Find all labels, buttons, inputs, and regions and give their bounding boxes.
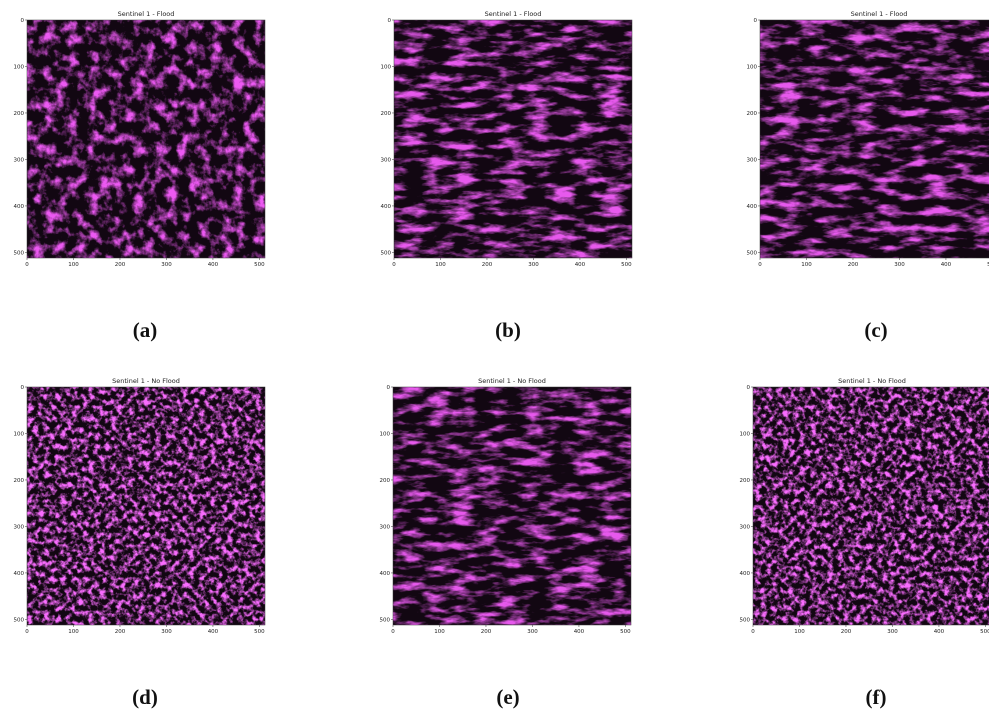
x-tick-label: 100 <box>68 629 79 635</box>
x-tick-label: 400 <box>941 262 952 268</box>
y-tick-label: 500 <box>740 617 751 623</box>
panel-title: Sentinel 1 - No Flood <box>478 377 546 385</box>
panel-title: Sentinel 1 - Flood <box>851 10 908 18</box>
figure: Sentinel 1 - Flood0100200300400500010020… <box>0 0 989 709</box>
x-tick-label: 0 <box>751 629 755 635</box>
y-tick-label: 200 <box>14 111 25 117</box>
y-tick-label: 300 <box>380 524 391 530</box>
x-tick-label: 200 <box>841 629 852 635</box>
sar-image <box>27 387 265 625</box>
panel-caption: (f) <box>866 685 887 709</box>
x-tick-label: 500 <box>980 629 989 635</box>
x-tick-label: 400 <box>934 629 945 635</box>
y-tick-label: 200 <box>14 478 25 484</box>
x-tick-label: 0 <box>391 629 395 635</box>
y-tick-label: 0 <box>388 18 392 24</box>
y-tick-label: 100 <box>740 431 751 437</box>
y-tick-label: 400 <box>14 204 25 210</box>
y-tick-label: 200 <box>380 478 391 484</box>
x-tick-label: 100 <box>434 629 445 635</box>
sar-image <box>753 387 989 625</box>
panel-caption: (c) <box>864 318 887 342</box>
x-tick-label: 300 <box>161 262 172 268</box>
y-tick-label: 500 <box>14 617 25 623</box>
y-tick-label: 400 <box>14 571 25 577</box>
x-tick-label: 500 <box>254 262 265 268</box>
sar-image <box>27 20 265 258</box>
x-tick-label: 100 <box>68 262 79 268</box>
y-tick-label: 200 <box>747 111 758 117</box>
x-tick-label: 300 <box>887 629 898 635</box>
x-tick-label: 0 <box>25 262 29 268</box>
y-tick-label: 300 <box>747 157 758 163</box>
y-tick-label: 500 <box>380 617 391 623</box>
y-tick-label: 500 <box>14 250 25 256</box>
page: Sentinel 1 - Flood0100200300400500010020… <box>0 0 989 709</box>
x-tick-label: 500 <box>621 262 632 268</box>
x-tick-label: 500 <box>620 629 631 635</box>
y-tick-label: 300 <box>740 524 751 530</box>
y-tick-label: 400 <box>381 204 392 210</box>
x-tick-label: 100 <box>801 262 812 268</box>
x-tick-label: 300 <box>528 262 539 268</box>
x-tick-label: 100 <box>435 262 446 268</box>
y-tick-label: 100 <box>381 64 392 70</box>
x-tick-label: 0 <box>758 262 762 268</box>
y-tick-label: 300 <box>14 524 25 530</box>
sar-image <box>393 387 631 625</box>
y-tick-label: 100 <box>380 431 391 437</box>
y-tick-label: 0 <box>747 385 751 391</box>
sar-image <box>760 20 989 258</box>
y-tick-label: 300 <box>381 157 392 163</box>
y-tick-label: 300 <box>14 157 25 163</box>
x-tick-label: 400 <box>208 262 219 268</box>
y-tick-label: 200 <box>740 478 751 484</box>
y-tick-label: 200 <box>381 111 392 117</box>
y-tick-label: 0 <box>21 385 25 391</box>
y-tick-label: 0 <box>754 18 758 24</box>
y-tick-label: 500 <box>747 250 758 256</box>
x-tick-label: 500 <box>254 629 265 635</box>
panel-caption: (e) <box>496 685 519 709</box>
x-tick-label: 400 <box>574 629 585 635</box>
x-tick-label: 400 <box>575 262 586 268</box>
panel-caption: (a) <box>133 318 158 342</box>
y-tick-label: 0 <box>21 18 25 24</box>
panel-title: Sentinel 1 - Flood <box>118 10 175 18</box>
x-tick-label: 0 <box>25 629 29 635</box>
panel-title: Sentinel 1 - No Flood <box>112 377 180 385</box>
y-tick-label: 500 <box>381 250 392 256</box>
y-tick-label: 400 <box>747 204 758 210</box>
x-tick-label: 300 <box>161 629 172 635</box>
x-tick-label: 100 <box>794 629 805 635</box>
panel-caption: (b) <box>495 318 521 342</box>
sar-image <box>394 20 632 258</box>
x-tick-label: 400 <box>208 629 219 635</box>
x-tick-label: 200 <box>848 262 859 268</box>
y-tick-label: 100 <box>14 431 25 437</box>
x-tick-label: 200 <box>482 262 493 268</box>
y-tick-label: 0 <box>387 385 391 391</box>
y-tick-label: 100 <box>14 64 25 70</box>
y-tick-label: 100 <box>747 64 758 70</box>
y-tick-label: 400 <box>740 571 751 577</box>
panel-title: Sentinel 1 - Flood <box>485 10 542 18</box>
panel-caption: (d) <box>132 685 158 709</box>
x-tick-label: 300 <box>527 629 538 635</box>
y-tick-label: 400 <box>380 571 391 577</box>
panel-title: Sentinel 1 - No Flood <box>838 377 906 385</box>
x-tick-label: 200 <box>115 629 126 635</box>
x-tick-label: 200 <box>115 262 126 268</box>
x-tick-label: 0 <box>392 262 396 268</box>
x-tick-label: 300 <box>894 262 905 268</box>
x-tick-label: 200 <box>481 629 492 635</box>
